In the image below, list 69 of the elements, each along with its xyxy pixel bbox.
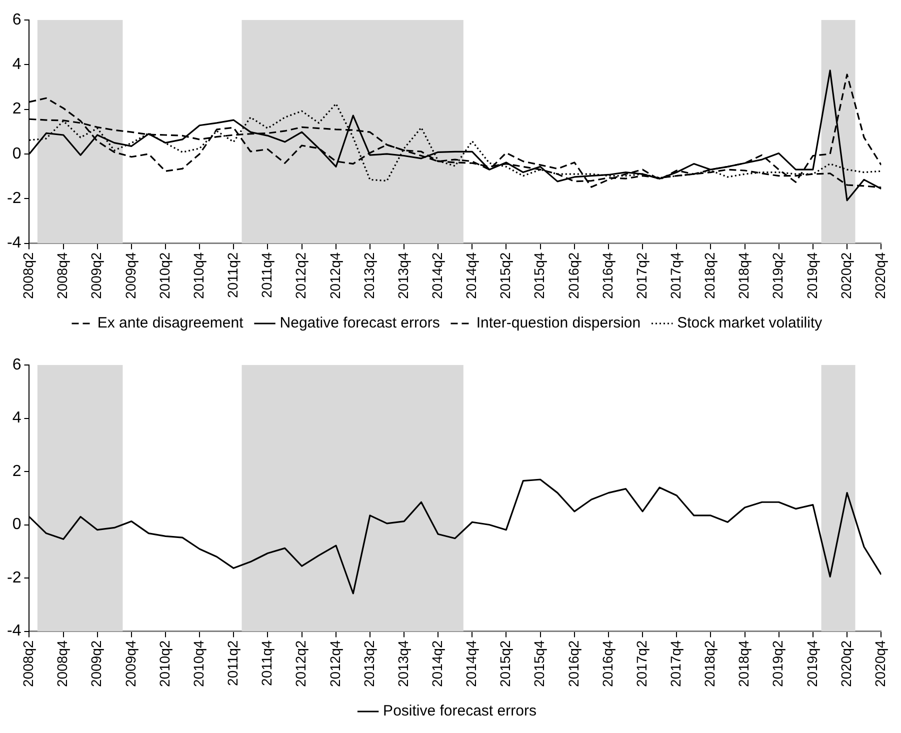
legend-label: Positive forecast errors [383, 702, 536, 720]
x-tick-label: 2016q4 [599, 640, 616, 687]
x-tick-label: 2010q2 [156, 640, 172, 687]
x-tick-label: 2008q2 [20, 640, 36, 687]
x-tick-label: 2020q2 [838, 640, 854, 687]
x-tick-label: 2014q2 [428, 640, 445, 687]
x-tick-label: 2010q4 [190, 252, 206, 299]
y-tick-label: -4 [6, 234, 22, 252]
x-tick-label: 2019q4 [804, 640, 820, 687]
x-tick-label: 2017q2 [633, 640, 650, 687]
x-tick-label: 2012q2 [292, 640, 309, 687]
x-tick-label: 2012q2 [292, 252, 309, 299]
x-tick-label: 2011q2 [224, 252, 240, 298]
x-tick-label: 2016q2 [565, 252, 582, 299]
y-tick-label: 2 [12, 100, 22, 118]
x-tick-label: 2010q4 [190, 640, 206, 687]
x-tick-label: 2011q4 [258, 640, 275, 686]
x-tick-label: 2013q2 [360, 252, 377, 299]
legend-label: Ex ante disagreement [97, 314, 244, 332]
x-tick-label: 2013q4 [394, 252, 411, 299]
x-tick-label: 2008q4 [54, 252, 70, 299]
x-tick-label: 2015q4 [531, 252, 548, 299]
x-tick-label: 2019q4 [804, 252, 820, 299]
y-tick-label: 0 [12, 516, 22, 534]
x-tick-label: 2012q4 [326, 640, 343, 687]
x-tick-label: 2015q2 [497, 252, 514, 299]
x-tick-label: 2020q4 [872, 252, 888, 299]
x-tick-label: 2015q4 [531, 640, 548, 687]
x-tick-label: 2009q4 [122, 252, 138, 299]
x-tick-label: 2018q2 [702, 640, 718, 687]
x-tick-label: 2017q2 [633, 252, 650, 299]
x-tick-label: 2013q2 [360, 640, 377, 687]
x-tick-label: 2013q4 [394, 640, 411, 687]
x-tick-label: 2018q2 [702, 252, 718, 299]
x-tick-label: 2011q2 [224, 640, 240, 686]
x-tick-label: 2018q4 [736, 640, 752, 687]
x-tick-label: 2014q4 [463, 640, 480, 687]
legend-label: Negative forecast errors [280, 314, 440, 332]
x-tick-label: 2014q2 [428, 252, 445, 299]
y-tick-label: 4 [12, 56, 22, 74]
y-tick-label: 6 [12, 356, 22, 374]
y-tick-label: 0 [12, 145, 22, 162]
x-tick-label: 2009q4 [122, 640, 138, 687]
y-tick-label: 6 [12, 11, 22, 28]
y-tick-label: -2 [6, 190, 22, 208]
x-tick-label: 2010q2 [156, 252, 172, 299]
x-tick-label: 2009q2 [88, 252, 104, 299]
x-tick-label: 2008q4 [54, 640, 70, 687]
x-tick-label: 2012q4 [326, 252, 343, 299]
x-tick-label: 2014q4 [463, 252, 480, 299]
x-tick-label: 2020q4 [872, 640, 888, 687]
x-tick-label: 2017q4 [668, 252, 684, 299]
x-tick-label: 2017q4 [668, 640, 684, 687]
y-tick-label: -4 [6, 622, 22, 640]
x-tick-label: 2018q4 [736, 252, 752, 299]
x-tick-label: 2011q4 [258, 252, 275, 298]
legend-label: Stock market volatility [677, 314, 823, 332]
x-tick-label: 2008q2 [20, 252, 36, 299]
x-tick-label: 2016q2 [565, 640, 582, 687]
x-tick-label: 2019q2 [770, 252, 786, 299]
legend-label: Inter-question dispersion [476, 314, 641, 332]
x-tick-label: 2020q2 [838, 252, 854, 299]
x-tick-label: 2009q2 [88, 640, 104, 687]
x-tick-label: 2019q2 [770, 640, 786, 687]
y-tick-label: 4 [12, 410, 22, 427]
x-tick-label: 2015q2 [497, 640, 514, 687]
y-tick-label: -2 [6, 569, 22, 586]
y-tick-label: 2 [12, 462, 22, 480]
x-tick-label: 2016q4 [599, 252, 616, 299]
